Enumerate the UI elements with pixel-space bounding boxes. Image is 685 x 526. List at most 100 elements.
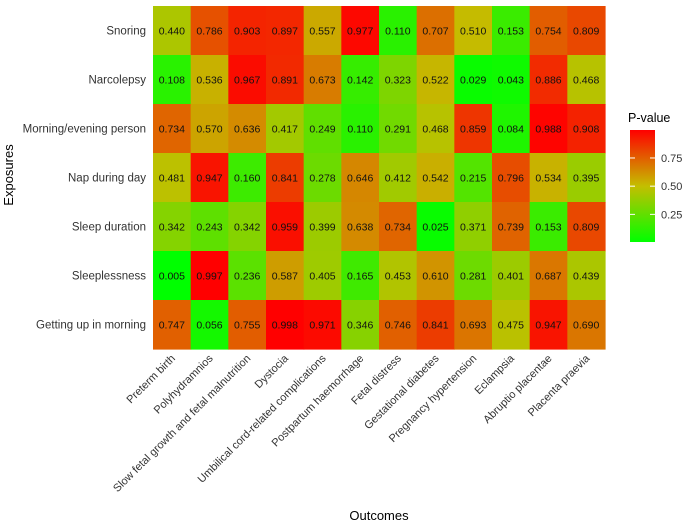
- heatmap-cell: [190, 153, 229, 203]
- heatmap-cell: [529, 55, 568, 105]
- heatmap-cell: [266, 300, 305, 350]
- heatmap-cell: [379, 251, 418, 301]
- x-axis-title: Outcomes: [349, 508, 409, 523]
- y-tick-label: Sleep duration: [72, 222, 146, 234]
- cell-value-label: 0.947: [196, 173, 222, 185]
- heatmap-cell: [190, 202, 229, 252]
- heatmap-cell: [266, 153, 305, 203]
- cell-value-label: 0.841: [422, 320, 448, 332]
- heatmap-cell: [190, 55, 229, 105]
- x-tick-label: Dystocia: [253, 352, 292, 391]
- heatmap-cells: [153, 6, 606, 350]
- cell-value-label: 0.610: [422, 271, 448, 283]
- heatmap-cell: [529, 202, 568, 252]
- cell-value-label: 0.903: [234, 26, 260, 38]
- heatmap-cell: [416, 300, 455, 350]
- heatmap-cell: [303, 55, 342, 105]
- cell-value-label: 0.841: [272, 173, 298, 185]
- heatmap-cell: [529, 104, 568, 154]
- heatmap-cell: [303, 6, 342, 56]
- legend-tick-label: 0.50: [661, 181, 682, 193]
- cell-value-label: 0.510: [460, 26, 486, 38]
- heatmap-cell: [567, 202, 606, 252]
- heatmap-cell: [379, 55, 418, 105]
- heatmap-cell: [341, 202, 380, 252]
- heatmap-cell: [492, 202, 531, 252]
- heatmap-cell: [454, 251, 493, 301]
- cell-value-label: 0.809: [573, 26, 599, 38]
- cell-value-label: 0.998: [272, 320, 298, 332]
- cell-value-label: 0.468: [573, 75, 599, 87]
- heatmap-cell: [379, 104, 418, 154]
- heatmap-cell: [303, 153, 342, 203]
- cell-value-label: 0.439: [573, 271, 599, 283]
- heatmap-cell: [529, 251, 568, 301]
- cell-value-label: 0.043: [498, 75, 524, 87]
- cell-value-label: 0.997: [196, 271, 222, 283]
- cell-value-label: 0.165: [347, 271, 373, 283]
- cell-value-label: 0.236: [234, 271, 260, 283]
- heatmap-cell: [341, 251, 380, 301]
- cell-value-label: 0.967: [234, 75, 260, 87]
- heatmap-cell: [454, 202, 493, 252]
- cell-value-label: 0.522: [422, 75, 448, 87]
- cell-value-label: 0.110: [347, 124, 373, 136]
- cell-value-label: 0.557: [309, 26, 335, 38]
- cell-value-label: 0.291: [385, 124, 411, 136]
- heatmap-cell: [153, 202, 192, 252]
- heatmap-cell: [416, 251, 455, 301]
- cell-value-label: 0.886: [535, 75, 561, 87]
- cell-value-label: 0.673: [309, 75, 335, 87]
- y-axis-title: Exposures: [1, 144, 16, 206]
- cell-value-label: 0.405: [309, 271, 335, 283]
- heatmap-cell: [492, 104, 531, 154]
- heatmap-cell: [492, 153, 531, 203]
- y-tick-label: Morning/evening person: [23, 124, 146, 136]
- heatmap-cell: [529, 153, 568, 203]
- y-axis-tick-labels: Snoring Narcolepsy Morning/evening person N…: [23, 26, 147, 332]
- heatmap-cell: [416, 153, 455, 203]
- heatmap-cell: [416, 55, 455, 105]
- cell-value-label: 0.468: [422, 124, 448, 136]
- legend-tick-label: 0.75: [661, 153, 682, 165]
- cell-value-label: 0.142: [347, 75, 373, 87]
- cell-value-label: 0.734: [385, 222, 411, 234]
- heatmap-cell-labels: 0.440 0.786 0.903 0.897 0.557 0.977 0.110 0.707…: [159, 26, 600, 332]
- cell-value-label: 0.412: [385, 173, 411, 185]
- cell-value-label: 0.395: [573, 173, 599, 185]
- x-tick-label: Abruptio placentae: [481, 353, 554, 426]
- heatmap-cell: [303, 104, 342, 154]
- heatmap-cell: [454, 153, 493, 203]
- cell-value-label: 0.481: [159, 173, 185, 185]
- cell-value-label: 0.249: [309, 124, 335, 136]
- heatmap-cell: [153, 153, 192, 203]
- heatmap-cell: [341, 6, 380, 56]
- heatmap-cell: [228, 153, 267, 203]
- cell-value-label: 0.638: [347, 222, 373, 234]
- heatmap-cell: [190, 251, 229, 301]
- heatmap-cell: [379, 300, 418, 350]
- y-tick-label: Getting up in morning: [36, 320, 146, 332]
- heatmap-cell: [567, 251, 606, 301]
- cell-value-label: 0.754: [535, 26, 561, 38]
- cell-value-label: 0.278: [309, 173, 335, 185]
- heatmap-cell: [379, 153, 418, 203]
- cell-value-label: 0.646: [347, 173, 373, 185]
- cell-value-label: 0.570: [196, 124, 222, 136]
- y-tick-label: Sleeplessness: [72, 271, 146, 283]
- heatmap-cell: [228, 6, 267, 56]
- cell-value-label: 0.534: [535, 173, 561, 185]
- heatmap-cell: [228, 104, 267, 154]
- cell-value-label: 0.005: [159, 271, 185, 283]
- heatmap-cell: [153, 300, 192, 350]
- cell-value-label: 0.796: [498, 173, 524, 185]
- cell-value-label: 0.988: [535, 124, 561, 136]
- heatmap-cell: [379, 6, 418, 56]
- cell-value-label: 0.160: [234, 173, 260, 185]
- cell-value-label: 0.029: [460, 75, 486, 87]
- cell-value-label: 0.342: [159, 222, 185, 234]
- heatmap-cell: [454, 55, 493, 105]
- cell-value-label: 0.153: [498, 26, 524, 38]
- cell-value-label: 0.417: [272, 124, 298, 136]
